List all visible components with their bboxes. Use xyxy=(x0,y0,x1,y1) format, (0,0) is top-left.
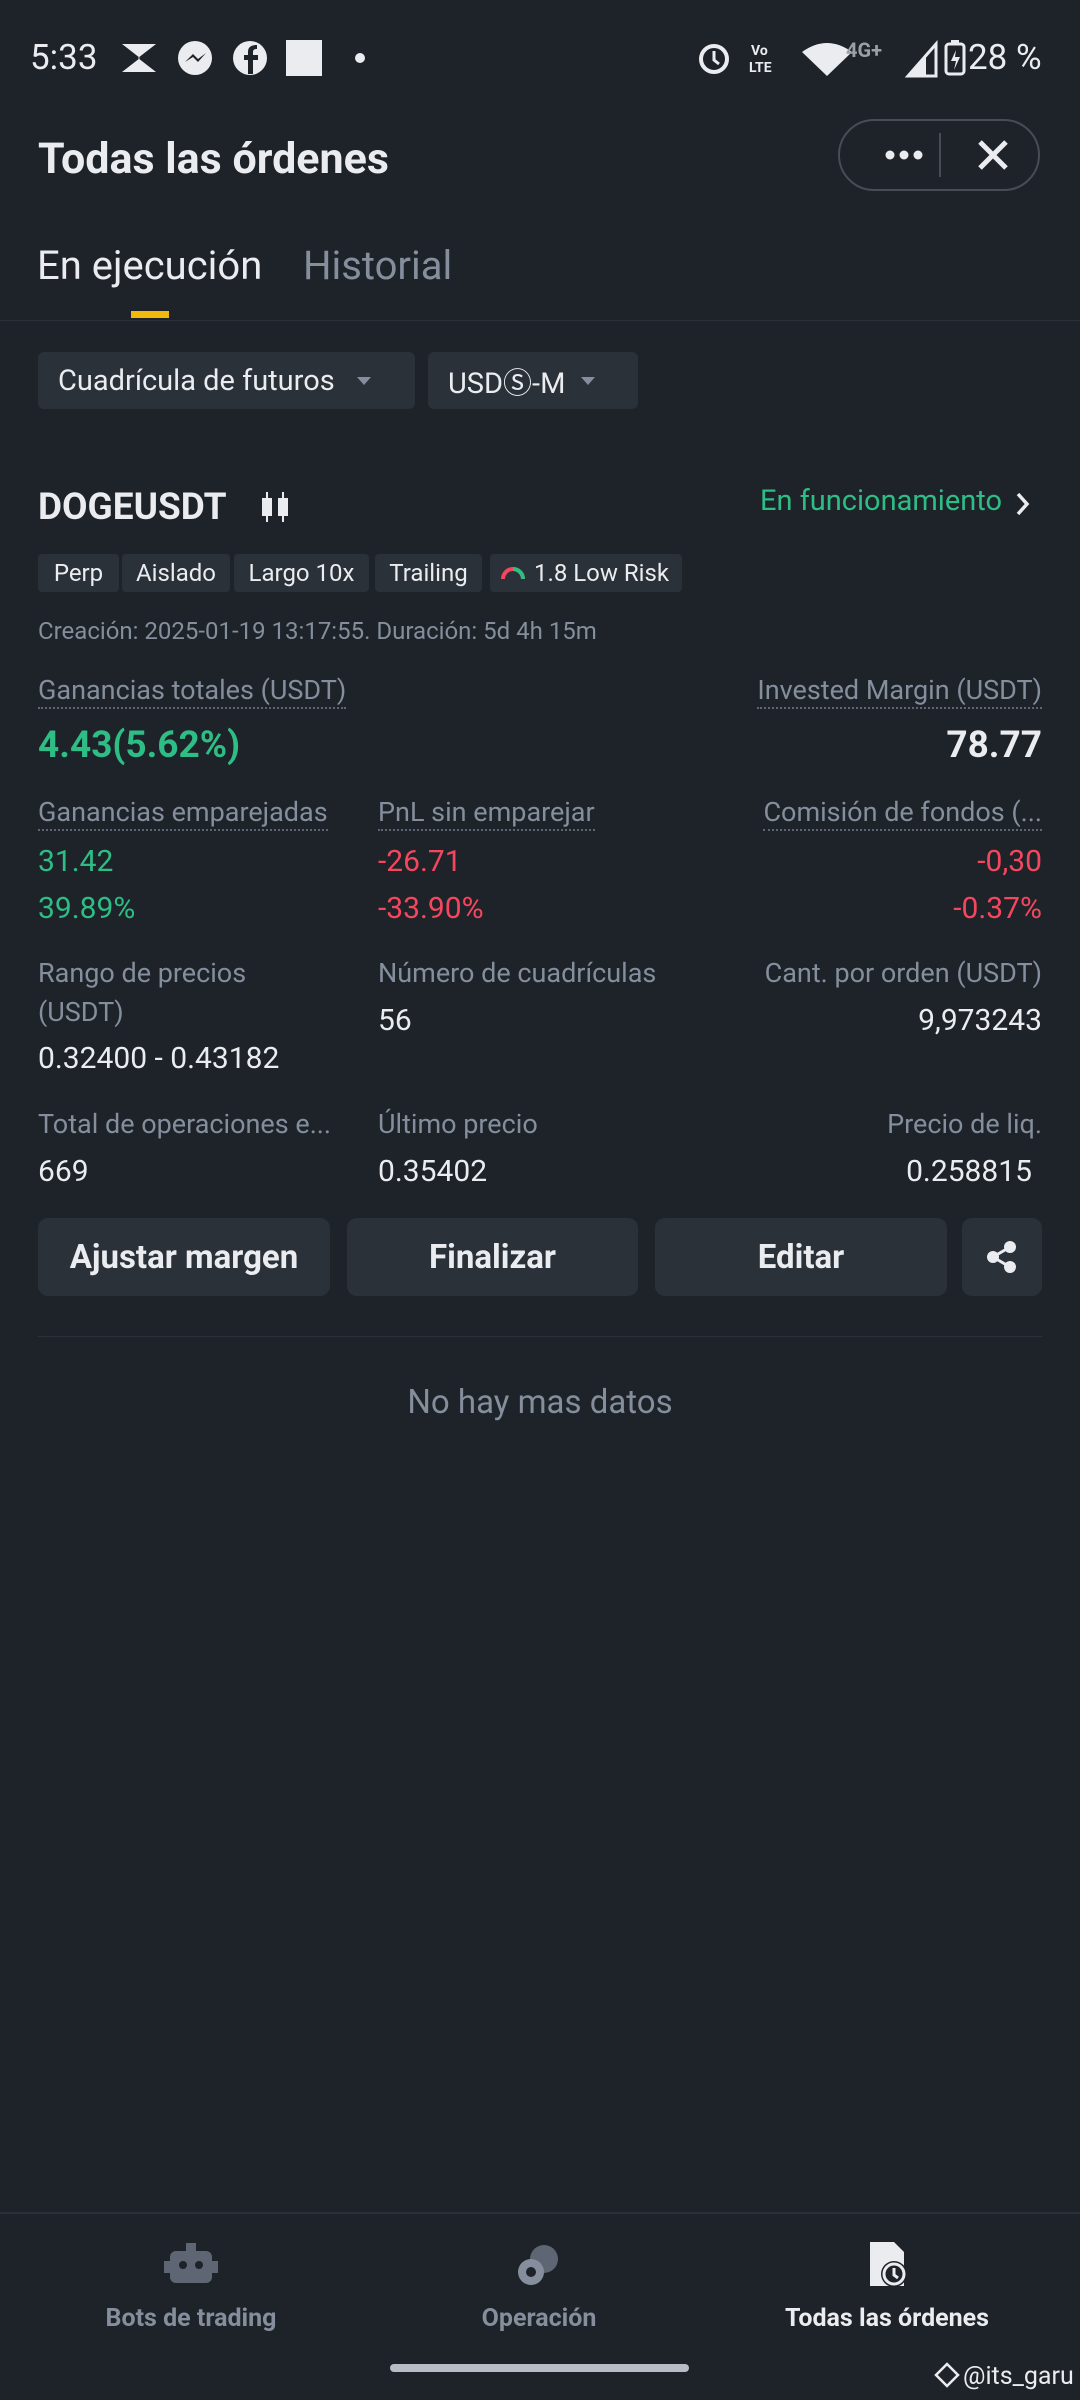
stat-value: -0,30 xyxy=(977,844,1042,879)
svg-text:LTE: LTE xyxy=(749,60,772,76)
risk-text: 1.8 Low Risk xyxy=(534,559,670,587)
stat-label[interactable]: Comisión de fondos (... xyxy=(763,799,1042,831)
dropdown-arrow xyxy=(581,376,596,385)
header-action-icons xyxy=(885,133,1008,177)
chevron xyxy=(1016,492,1030,516)
network-type: 4G+ xyxy=(846,38,883,62)
invested-margin: 78.77 xyxy=(946,724,1042,767)
nav-icon-bots xyxy=(164,2243,218,2283)
stat-value: 669 xyxy=(38,1154,89,1189)
tag: 1.8 Low Risk xyxy=(490,554,682,592)
nav-icon-orders xyxy=(870,2242,907,2287)
stat-value: 0.35402 xyxy=(378,1154,488,1189)
stat-value: 0.32400 - 0.43182 xyxy=(38,1041,280,1076)
order-status[interactable]: En funcionamiento xyxy=(760,484,1002,518)
stat-value: -26.71 xyxy=(378,844,462,879)
watermark-icon xyxy=(934,2362,960,2388)
tag: Perp xyxy=(38,554,119,592)
divider xyxy=(38,1336,1042,1337)
stat-label: Rango de precios (USDT) xyxy=(38,957,247,1028)
tag: Aislado xyxy=(122,554,230,592)
svg-text:Vo: Vo xyxy=(751,43,768,59)
battery-icon xyxy=(944,40,966,76)
created-info: Creación: 2025-01-19 13:17:55. Duración:… xyxy=(38,617,597,645)
status-time: 5:33 xyxy=(30,37,98,78)
share-button[interactable] xyxy=(962,1218,1042,1296)
filter-chip[interactable]: USDⓈ-M xyxy=(428,352,638,409)
stat-value: 0.258815 xyxy=(906,1154,1032,1189)
stat-label[interactable]: PnL sin emparejar xyxy=(378,799,595,831)
tab-indicator xyxy=(131,311,169,318)
stat-label: Precio de liq. xyxy=(887,1108,1042,1140)
stat-value: 31.42 xyxy=(38,844,114,879)
filter-chip[interactable]: Cuadrícula de futuros xyxy=(38,352,415,409)
nav-item[interactable]: Bots de trading xyxy=(105,2304,277,2333)
battery-level: 28 % xyxy=(968,37,1042,78)
stat-label: Último precio xyxy=(378,1108,538,1140)
stat-label: Cant. por orden (USDT) xyxy=(764,957,1042,989)
action-button[interactable]: Ajustar margen xyxy=(38,1218,330,1296)
stat-label: Total de operaciones e... xyxy=(38,1108,332,1140)
dropdown-arrow xyxy=(356,376,371,385)
nav-divider xyxy=(0,2212,1080,2214)
stat-label: Número de cuadrículas xyxy=(378,957,657,989)
filter-text: Cuadrícula de futuros xyxy=(58,363,335,398)
total-pnl: 4.43(5.62%) xyxy=(38,724,241,767)
divider xyxy=(0,320,1080,321)
nav-icon-trade xyxy=(518,2245,558,2285)
nav-item[interactable]: Operación xyxy=(481,2304,597,2333)
header-actions xyxy=(838,119,1040,191)
stat-label[interactable]: Invested Margin (USDT) xyxy=(757,677,1042,709)
page-title: Todas las órdenes xyxy=(38,134,389,184)
tab-active[interactable]: En ejecución xyxy=(37,242,263,289)
risk-gauge xyxy=(501,567,525,580)
tab[interactable]: Historial xyxy=(303,242,453,289)
share-icon xyxy=(987,1241,1016,1273)
tag: Largo 10x xyxy=(234,554,369,592)
stat-value: 9,973243 xyxy=(918,1003,1042,1038)
symbol: DOGEUSDT xyxy=(38,486,227,529)
home-indicator xyxy=(390,2364,689,2372)
stat-value: 39.89% xyxy=(38,891,136,926)
stat-value: -0.37% xyxy=(953,891,1042,926)
action-button[interactable]: Finalizar xyxy=(347,1218,638,1296)
filter-text: USDⓈ-M xyxy=(448,366,566,401)
nav-item-active[interactable]: Todas las órdenes xyxy=(784,2304,990,2333)
grid-icon xyxy=(262,492,288,522)
stat-label[interactable]: Ganancias emparejadas xyxy=(38,799,328,831)
stat-value: 56 xyxy=(378,1003,412,1038)
action-button[interactable]: Editar xyxy=(655,1218,947,1296)
tag: Trailing xyxy=(375,554,482,592)
stat-label[interactable]: Ganancias totales (USDT) xyxy=(38,677,347,709)
watermark: @its_garu xyxy=(963,2362,1074,2391)
empty-state: No hay mas datos xyxy=(407,1383,673,1422)
status-icons xyxy=(122,40,365,76)
stat-value: -33.90% xyxy=(378,891,484,926)
